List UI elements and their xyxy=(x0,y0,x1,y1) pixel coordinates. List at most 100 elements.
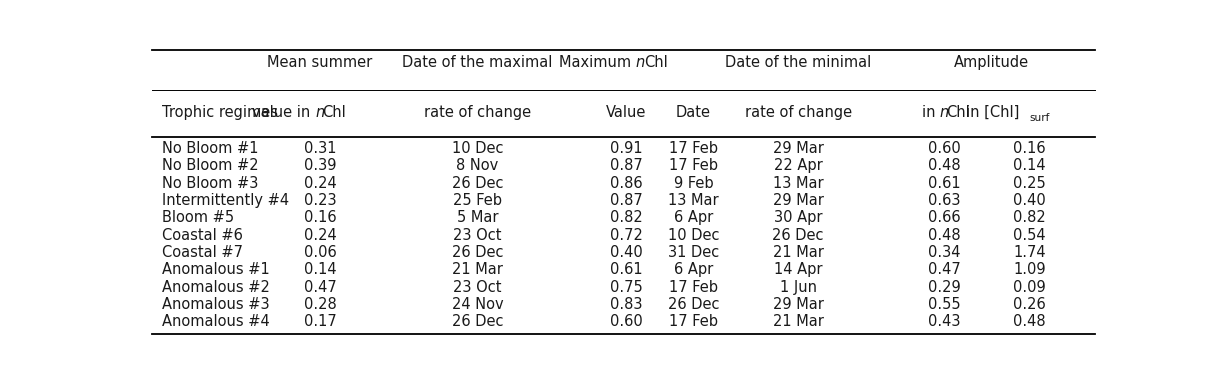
Text: Chl: Chl xyxy=(947,105,970,120)
Text: 0.83: 0.83 xyxy=(610,297,643,312)
Text: 0.24: 0.24 xyxy=(303,176,336,191)
Text: Anomalous #1: Anomalous #1 xyxy=(162,262,269,277)
Text: Coastal #6: Coastal #6 xyxy=(162,228,242,243)
Text: 24 Nov: 24 Nov xyxy=(452,297,504,312)
Text: 0.87: 0.87 xyxy=(610,158,643,174)
Text: 0.14: 0.14 xyxy=(1013,158,1045,174)
Text: rate of change: rate of change xyxy=(424,105,531,120)
Text: Intermittently #4: Intermittently #4 xyxy=(162,193,288,208)
Text: rate of change: rate of change xyxy=(745,105,852,120)
Text: 0.16: 0.16 xyxy=(304,211,336,225)
Text: n: n xyxy=(635,55,645,70)
Text: 22 Apr: 22 Apr xyxy=(774,158,823,174)
Text: 0.55: 0.55 xyxy=(929,297,960,312)
Text: Mean summer: Mean summer xyxy=(268,55,372,70)
Text: 0.39: 0.39 xyxy=(304,158,336,174)
Text: 21 Mar: 21 Mar xyxy=(773,314,824,330)
Text: 0.60: 0.60 xyxy=(929,141,960,156)
Text: 26 Dec: 26 Dec xyxy=(668,297,719,312)
Text: 9 Feb: 9 Feb xyxy=(674,176,713,191)
Text: 0.63: 0.63 xyxy=(929,193,960,208)
Text: 0.25: 0.25 xyxy=(1013,176,1045,191)
Text: Date of the maximal: Date of the maximal xyxy=(403,55,553,70)
Text: 10 Dec: 10 Dec xyxy=(668,228,719,243)
Text: Chl: Chl xyxy=(321,105,346,120)
Text: 0.40: 0.40 xyxy=(610,245,643,260)
Text: 0.72: 0.72 xyxy=(610,228,643,243)
Text: Anomalous #4: Anomalous #4 xyxy=(162,314,269,330)
Text: 0.54: 0.54 xyxy=(1013,228,1045,243)
Text: 13 Mar: 13 Mar xyxy=(668,193,719,208)
Text: 0.16: 0.16 xyxy=(1013,141,1045,156)
Text: 0.75: 0.75 xyxy=(610,280,643,295)
Text: 21 Mar: 21 Mar xyxy=(773,245,824,260)
Text: 0.34: 0.34 xyxy=(929,245,960,260)
Text: 1.09: 1.09 xyxy=(1013,262,1045,277)
Text: 0.06: 0.06 xyxy=(303,245,336,260)
Text: Amplitude: Amplitude xyxy=(954,55,1030,70)
Text: Date: Date xyxy=(675,105,711,120)
Text: 0.40: 0.40 xyxy=(1013,193,1045,208)
Text: 17 Feb: 17 Feb xyxy=(669,158,718,174)
Text: 0.29: 0.29 xyxy=(929,280,960,295)
Text: 1 Jun: 1 Jun xyxy=(780,280,817,295)
Text: 0.24: 0.24 xyxy=(303,228,336,243)
Text: 17 Feb: 17 Feb xyxy=(669,280,718,295)
Text: Bloom #5: Bloom #5 xyxy=(162,211,234,225)
Text: 10 Dec: 10 Dec xyxy=(452,141,504,156)
Text: Date of the minimal: Date of the minimal xyxy=(725,55,871,70)
Text: in [Chl]: in [Chl] xyxy=(966,105,1020,120)
Text: n: n xyxy=(315,105,325,120)
Text: 6 Apr: 6 Apr xyxy=(674,211,713,225)
Text: 0.91: 0.91 xyxy=(610,141,643,156)
Text: No Bloom #2: No Bloom #2 xyxy=(162,158,258,174)
Text: 0.28: 0.28 xyxy=(303,297,336,312)
Text: 29 Mar: 29 Mar xyxy=(773,297,824,312)
Text: 26 Dec: 26 Dec xyxy=(452,176,504,191)
Text: 0.61: 0.61 xyxy=(610,262,643,277)
Text: 6 Apr: 6 Apr xyxy=(674,262,713,277)
Text: 26 Dec: 26 Dec xyxy=(773,228,824,243)
Text: Coastal #7: Coastal #7 xyxy=(162,245,242,260)
Text: Value: Value xyxy=(606,105,646,120)
Text: 0.66: 0.66 xyxy=(929,211,960,225)
Text: 0.09: 0.09 xyxy=(1013,280,1045,295)
Text: 30 Apr: 30 Apr xyxy=(774,211,823,225)
Text: 5 Mar: 5 Mar xyxy=(456,211,498,225)
Text: Trophic regimes: Trophic regimes xyxy=(162,105,277,120)
Text: 26 Dec: 26 Dec xyxy=(452,245,504,260)
Text: 0.60: 0.60 xyxy=(610,314,643,330)
Text: 0.87: 0.87 xyxy=(610,193,643,208)
Text: 0.48: 0.48 xyxy=(929,228,960,243)
Text: 0.23: 0.23 xyxy=(304,193,336,208)
Text: 31 Dec: 31 Dec xyxy=(668,245,719,260)
Text: n: n xyxy=(940,105,949,120)
Text: surf: surf xyxy=(1030,113,1049,123)
Text: 29 Mar: 29 Mar xyxy=(773,141,824,156)
Text: 0.86: 0.86 xyxy=(610,176,643,191)
Text: 0.47: 0.47 xyxy=(929,262,960,277)
Text: 0.82: 0.82 xyxy=(610,211,643,225)
Text: 0.61: 0.61 xyxy=(929,176,960,191)
Text: 14 Apr: 14 Apr xyxy=(774,262,823,277)
Text: in: in xyxy=(921,105,940,120)
Text: 0.43: 0.43 xyxy=(929,314,960,330)
Text: Anomalous #2: Anomalous #2 xyxy=(162,280,269,295)
Text: No Bloom #1: No Bloom #1 xyxy=(162,141,258,156)
Text: value in: value in xyxy=(252,105,315,120)
Text: 25 Feb: 25 Feb xyxy=(453,193,503,208)
Text: 0.31: 0.31 xyxy=(304,141,336,156)
Text: 1.74: 1.74 xyxy=(1013,245,1045,260)
Text: 21 Mar: 21 Mar xyxy=(452,262,503,277)
Text: 17 Feb: 17 Feb xyxy=(669,141,718,156)
Text: 23 Oct: 23 Oct xyxy=(453,228,501,243)
Text: 0.26: 0.26 xyxy=(1013,297,1045,312)
Text: Maximum: Maximum xyxy=(559,55,635,70)
Text: 17 Feb: 17 Feb xyxy=(669,314,718,330)
Text: 0.48: 0.48 xyxy=(1013,314,1045,330)
Text: 0.17: 0.17 xyxy=(303,314,336,330)
Text: Anomalous #3: Anomalous #3 xyxy=(162,297,269,312)
Text: 26 Dec: 26 Dec xyxy=(452,314,504,330)
Text: No Bloom #3: No Bloom #3 xyxy=(162,176,258,191)
Text: 0.14: 0.14 xyxy=(304,262,336,277)
